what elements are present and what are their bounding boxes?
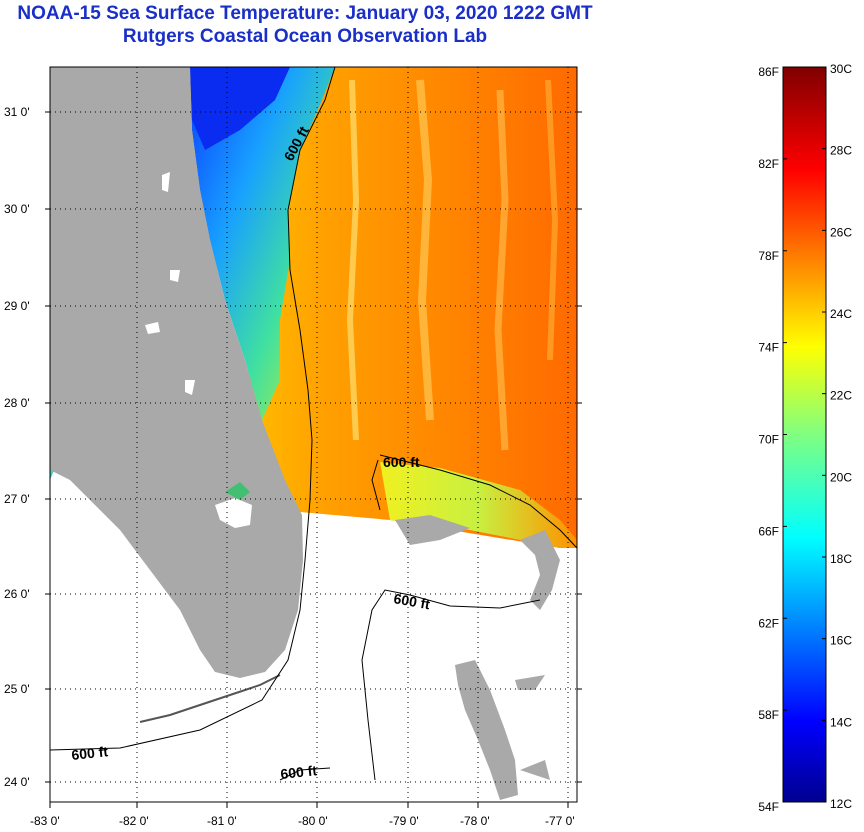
- colorbar-label-c: 22C: [830, 389, 852, 403]
- lon-label: -80 0': [298, 814, 328, 828]
- colorbar-label-f: 74F: [758, 341, 779, 355]
- bahamas-abaco: [520, 530, 560, 610]
- colorbar-label-c: 18C: [830, 552, 852, 566]
- contour-label: 600 ft: [280, 762, 318, 782]
- map-frame: [49, 66, 578, 803]
- lon-label: -81 0': [207, 814, 237, 828]
- colorbar-label-c: 24C: [830, 307, 852, 321]
- contour-label: 600 ft: [383, 454, 420, 470]
- colorbar-label-c: 20C: [830, 470, 852, 484]
- lon-label: -83 0': [30, 814, 60, 828]
- colorbar-label-c: 14C: [830, 715, 852, 729]
- bahamas-grand: [395, 515, 470, 545]
- lat-label: 29 0': [4, 299, 30, 313]
- colorbar-ticks: [783, 66, 826, 803]
- sst-cold-north: [190, 67, 290, 150]
- map-subtitle: Rutgers Coastal Ocean Observation Lab: [122, 26, 488, 47]
- colorbar-label-f: 58F: [758, 708, 779, 722]
- colorbar-label-c: 16C: [830, 634, 852, 648]
- isobath-600ft: [371, 459, 381, 511]
- lake-okeechobee: [215, 498, 252, 528]
- colorbar-label-f: 78F: [758, 249, 779, 263]
- florida-keys: [139, 674, 281, 723]
- axis-ticks: [45, 111, 582, 808]
- lon-label: -78 0': [460, 814, 490, 828]
- cloud-streak: [346, 79, 360, 441]
- contour-label: 600 ft: [71, 743, 109, 763]
- cloud-streak: [494, 89, 509, 451]
- lake-okeechobee-water: [225, 482, 250, 500]
- lat-label: 26 0': [4, 587, 30, 601]
- bahamas-andros: [455, 660, 518, 800]
- colorbar-label-f: 70F: [758, 433, 779, 447]
- lat-label: 28 0': [4, 396, 30, 410]
- contour-label: 600 ft: [392, 590, 431, 612]
- lat-label: 24 0': [4, 775, 30, 789]
- lat-label: 27 0': [4, 492, 30, 506]
- isobath-600ft: [361, 589, 541, 781]
- colorbar-label-f: 62F: [758, 616, 779, 630]
- colorbar-label-c: 30C: [830, 62, 852, 76]
- lat-label: 25 0': [4, 682, 30, 696]
- colorbar-label-f: 66F: [758, 524, 779, 538]
- sst-bahamas-bank: [380, 462, 577, 548]
- isobath-600ft: [279, 767, 331, 781]
- bahamas-keys: [515, 675, 550, 780]
- lat-label: 30 0': [4, 202, 30, 216]
- isobath-600ft: [379, 454, 577, 549]
- lon-label: -79 0': [389, 814, 419, 828]
- map-title: NOAA-15 Sea Surface Temperature: January…: [17, 3, 593, 24]
- colorbar-label-f: 82F: [758, 157, 779, 171]
- colorbar-label-c: 28C: [830, 144, 852, 158]
- colorbar-label-c: 12C: [830, 797, 852, 811]
- colorbar-label-f: 86F: [758, 65, 779, 79]
- colorbar-ramp: [782, 66, 827, 803]
- cloud-streak: [545, 79, 559, 361]
- lon-label: -82 0': [119, 814, 149, 828]
- lon-label: -77 0': [545, 814, 575, 828]
- isobath-600ft: [50, 67, 336, 751]
- cloud-streak: [416, 79, 434, 421]
- lat-label: 31 0': [4, 105, 30, 119]
- colorbar-label-f: 54F: [758, 800, 779, 814]
- colorbar-label-c: 26C: [830, 225, 852, 239]
